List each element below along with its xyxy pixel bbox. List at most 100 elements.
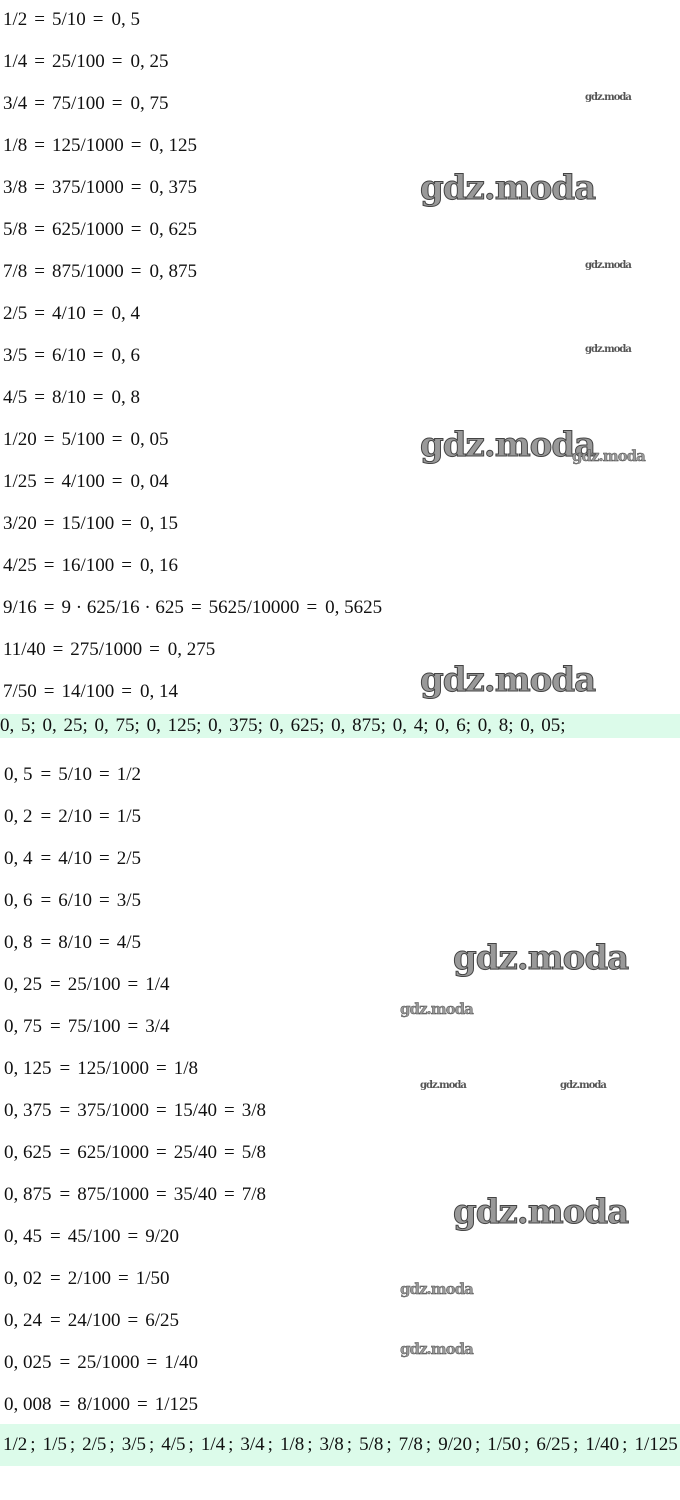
equation-row: 1/8 = 125/1000 = 0, 125 <box>0 125 201 167</box>
equals-sign: = <box>99 932 110 953</box>
fraction: 1/8 <box>173 1058 198 1079</box>
separator: ; <box>307 1434 313 1455</box>
fraction: 1/2 <box>3 1434 28 1455</box>
decimal-value: 0, 375 <box>149 177 198 198</box>
fraction: 1/40 <box>585 1434 620 1455</box>
answer-line-fractions: 1/2; 1/5; 2/5; 3/5; 4/5; 1/4; 3/4; 1/8; 3/8; 5/8;… <box>0 1424 680 1466</box>
watermark-logo: gdz.moda <box>420 1080 467 1091</box>
fraction: 11/40 <box>3 639 46 660</box>
fraction: 2/5 <box>116 848 141 869</box>
equals-sign: = <box>99 806 110 827</box>
equation-row: 3/20 = 15/100 = 0, 15 <box>0 503 182 545</box>
fraction: 1/5 <box>116 806 141 827</box>
decimal-value: 0, 6 <box>111 345 141 366</box>
decimal-value: 0, 15 <box>140 513 178 534</box>
equals-sign: = <box>43 597 55 618</box>
fraction: 75/100 <box>52 93 105 114</box>
equals-sign: = <box>34 219 45 240</box>
equation-row: 1/25 = 4/100 = 0, 04 <box>0 461 173 503</box>
separator: ; <box>386 1434 392 1455</box>
equals-sign: = <box>34 303 45 324</box>
separator: ; <box>148 1434 155 1455</box>
fraction: 2/10 <box>58 806 92 827</box>
equation-row: 4/25 = 16/100 = 0, 16 <box>0 545 182 587</box>
fraction: 4/5 <box>3 387 28 408</box>
equals-sign: = <box>127 1226 139 1247</box>
fraction: 75/100 <box>67 1016 121 1037</box>
fraction: 15/40 <box>173 1100 217 1121</box>
equation-row: 0, 008 = 8/1000 = 1/125 <box>0 1384 201 1426</box>
separator: ; <box>573 1434 579 1455</box>
equals-sign: = <box>34 51 45 72</box>
equals-sign: = <box>121 555 132 576</box>
equation-row: 3/5 = 6/10 = 0, 6 <box>0 335 144 377</box>
fraction: 9/20 <box>145 1226 179 1247</box>
equals-sign: = <box>34 261 45 282</box>
equation-row: 0, 875 = 875/1000 = 35/40 = 7/8 <box>0 1174 269 1216</box>
decimal-value: 0, 25 <box>130 51 169 72</box>
fraction: 5/8 <box>359 1434 384 1455</box>
fraction: 5/100 <box>61 429 105 450</box>
fraction: 3/4 <box>3 93 28 114</box>
fraction: 875/1000 <box>77 1184 149 1205</box>
fraction: 1/8 <box>279 1434 305 1455</box>
decimal-value: 0, 8 <box>4 932 33 953</box>
fraction: 6/25 <box>536 1434 571 1455</box>
equals-sign: = <box>50 1226 61 1247</box>
fraction: 125/1000 <box>52 135 124 156</box>
equation-row: 0, 025 = 25/1000 = 1/40 <box>0 1342 201 1384</box>
watermark-logo: gdz.moda <box>585 260 632 271</box>
fraction: 7/8 <box>3 261 28 282</box>
fraction: 2/5 <box>3 303 28 324</box>
equation-row: 0, 625 = 625/1000 = 25/40 = 5/8 <box>0 1132 269 1174</box>
equation-row: 1/20 = 5/100 = 0, 05 <box>0 419 173 461</box>
watermark-logo: gdz.moda <box>400 1280 474 1298</box>
separator: ; <box>622 1434 628 1455</box>
watermark-logo: gdz.moda <box>419 425 596 466</box>
fraction: 5/10 <box>52 9 86 30</box>
decimal-value: 0, 4 <box>111 303 141 324</box>
equation-row: 0, 6 = 6/10 = 3/5 <box>0 880 144 922</box>
fraction: 1/5 <box>42 1434 67 1455</box>
equals-sign: = <box>111 51 123 72</box>
decimal-value: 0, 14 <box>140 681 178 702</box>
fraction: 16/100 <box>61 555 115 576</box>
watermark-logo: gdz.moda <box>572 447 646 465</box>
fraction: 4/5 <box>161 1434 186 1455</box>
equals-sign: = <box>59 1352 71 1373</box>
equation-row: 9/16 = 9 · 625/16 · 625 = 5625/10000 = 0, 5625 <box>0 587 386 629</box>
decimal-value: 0, 025 <box>4 1352 52 1373</box>
equation-row: 0, 4 = 4/10 = 2/5 <box>0 838 144 880</box>
equals-sign: = <box>92 303 104 324</box>
fraction: 4/100 <box>61 471 105 492</box>
fraction: 1/2 <box>3 9 28 30</box>
equals-sign: = <box>50 1310 61 1331</box>
fraction: 1/125 <box>154 1394 198 1415</box>
equals-sign: = <box>59 1394 71 1415</box>
equals-sign: = <box>111 93 123 114</box>
equals-sign: = <box>224 1142 235 1163</box>
equals-sign: = <box>127 1016 139 1037</box>
equals-sign: = <box>99 764 110 785</box>
separator: ; <box>69 1434 76 1455</box>
separator: ; <box>267 1434 273 1455</box>
fraction: 8/10 <box>52 387 86 408</box>
equation-row: 7/50 = 14/100 = 0, 14 <box>0 671 182 713</box>
decimal-value: 0, 5 <box>4 764 33 785</box>
decimal-value: 0, 125 <box>149 135 198 156</box>
fraction: 35/40 <box>173 1184 217 1205</box>
separator: ; <box>30 1434 36 1455</box>
fraction: 1/2 <box>116 764 141 785</box>
fraction: 1/25 <box>3 471 37 492</box>
fraction: 3/8 <box>319 1434 344 1455</box>
fraction: 6/10 <box>58 890 92 911</box>
fraction: 275/1000 <box>70 639 143 660</box>
equals-sign: = <box>40 848 52 869</box>
fraction: 875/1000 <box>52 261 124 282</box>
equals-sign: = <box>43 555 55 576</box>
fraction: 1/4 <box>3 51 28 72</box>
fraction: 14/100 <box>61 681 115 702</box>
equals-sign: = <box>224 1100 235 1121</box>
equals-sign: = <box>50 974 61 995</box>
fraction: 9/20 <box>438 1434 472 1455</box>
